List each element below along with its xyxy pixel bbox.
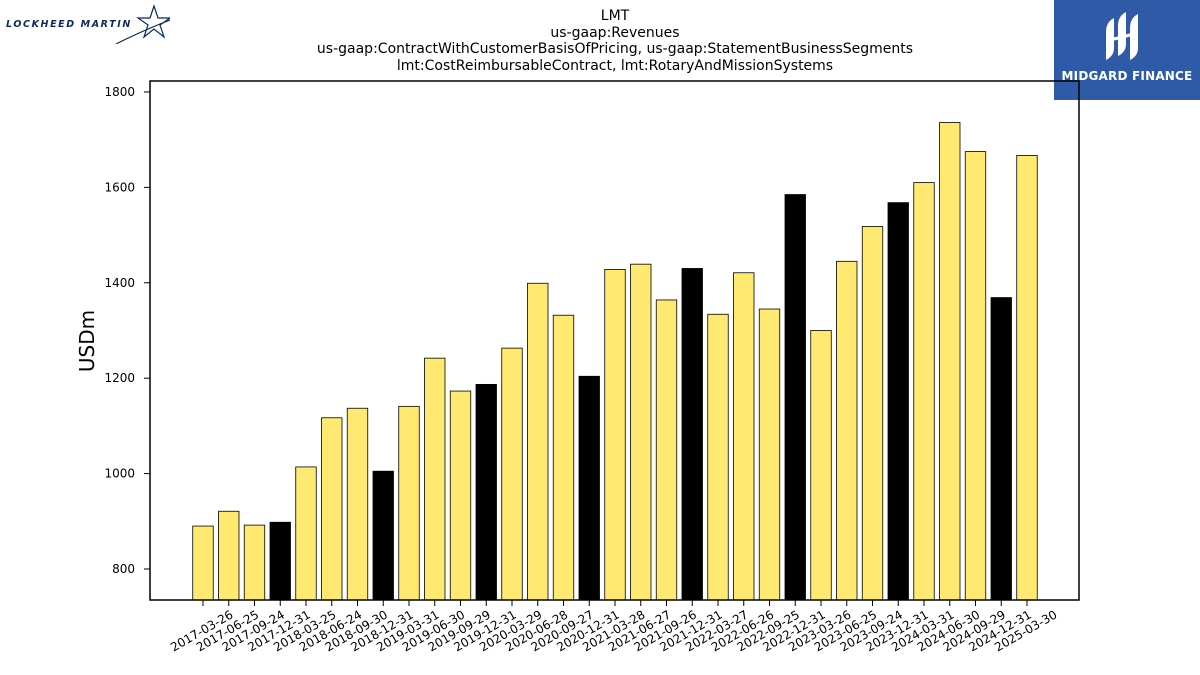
bar-2024-03-31 (913, 182, 935, 601)
bar-2018-03-25 (295, 466, 317, 601)
title-line-2: us-gaap:Revenues (550, 25, 679, 41)
y-axis: 800 1000 1200 1400 1600 1800 (104, 85, 150, 576)
bar-2022-12-31 (784, 194, 806, 601)
bar-2020-12-31 (578, 375, 600, 601)
bar-2017-03-26 (192, 525, 214, 601)
bar-2024-06-30 (939, 122, 961, 601)
bar-2020-06-28 (527, 282, 549, 601)
bar-2019-12-31 (475, 383, 497, 601)
bar-2020-09-27 (552, 314, 575, 601)
y-tick-label: 1600 (104, 180, 135, 194)
bar-2019-09-29 (449, 390, 472, 601)
lockheed-martin-wordmark: LOCKHEED MARTIN (6, 19, 132, 30)
bar-2019-03-31 (398, 405, 420, 601)
bar-2023-09-24 (861, 226, 884, 601)
bar-2018-09-30 (346, 407, 369, 601)
y-tick-label: 1000 (104, 467, 135, 481)
bar-2022-09-25 (758, 308, 781, 601)
bar-2023-06-25 (836, 260, 858, 601)
bar-2021-12-31 (681, 268, 703, 601)
title-line-3: us-gaap:ContractWithCustomerBasisOfPrici… (317, 41, 913, 57)
bar-2018-06-24 (321, 417, 343, 601)
bar-2017-09-24 (243, 524, 266, 601)
bar-2025-03-30 (1016, 155, 1038, 601)
bar-2021-09-26 (655, 299, 678, 601)
y-axis-label: USDm (75, 310, 99, 372)
bar-2022-03-27 (707, 313, 729, 601)
y-tick-label: 1200 (104, 371, 135, 385)
bar-2019-06-30 (424, 357, 446, 601)
x-axis: 2017-03-262017-06-252017-09-242017-12-31… (168, 600, 1060, 654)
title-line-1: LMT (601, 8, 630, 24)
chart-title: LMT us-gaap:Revenues us-gaap:ContractWit… (317, 8, 913, 74)
midgard-finance-wordmark: MIDGARD FINANCE (1061, 69, 1193, 83)
title-line-4: lmt:CostReimbursableContract, lmt:Rotary… (397, 58, 833, 74)
star-icon (115, 4, 170, 44)
bar-2021-03-28 (604, 269, 626, 601)
bar-2021-06-27 (630, 263, 652, 601)
lockheed-martin-logo: LOCKHEED MARTIN (4, 4, 170, 44)
y-tick-label: 1400 (104, 276, 135, 290)
midgard-emblem-icon (1106, 12, 1138, 60)
y-tick-label: 800 (112, 562, 135, 576)
plot-frame (149, 80, 1080, 601)
bars-group (192, 122, 1038, 601)
bar-2022-06-26 (733, 272, 755, 601)
bar-2023-03-26 (810, 330, 832, 601)
bar-2020-03-29 (501, 347, 523, 601)
bar-2017-12-31 (269, 521, 291, 601)
bar-2024-12-31 (990, 297, 1012, 601)
bar-2017-06-25 (218, 510, 240, 601)
bar-2023-12-31 (887, 202, 909, 601)
y-tick-label: 1800 (104, 85, 135, 99)
bar-2024-09-29 (964, 151, 987, 601)
bar-2018-12-31 (372, 470, 394, 601)
